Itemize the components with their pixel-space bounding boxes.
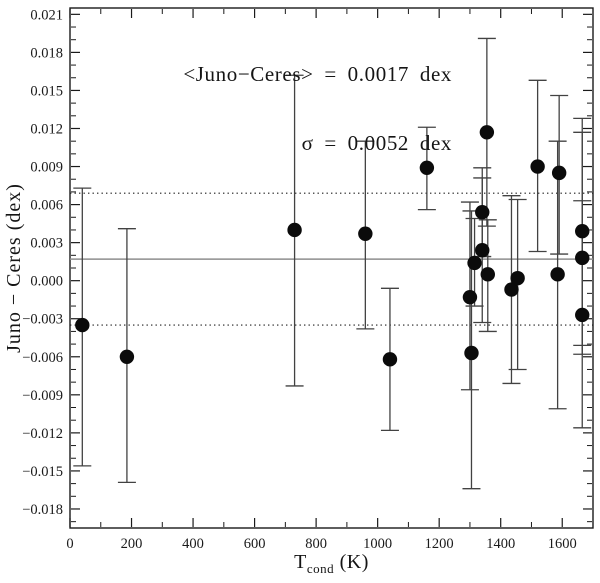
svg-text:600: 600 (244, 536, 266, 552)
svg-text:1200: 1200 (425, 536, 454, 552)
svg-text:0.006: 0.006 (30, 198, 63, 214)
x-axis-label-unit: (K) (334, 551, 369, 573)
svg-text:0: 0 (66, 536, 73, 552)
svg-text:−0.018: −0.018 (22, 502, 63, 518)
svg-text:0.003: 0.003 (30, 236, 63, 252)
svg-text:1400: 1400 (486, 536, 515, 552)
svg-text:−0.003: −0.003 (22, 312, 63, 328)
svg-text:200: 200 (121, 536, 143, 552)
svg-text:0.021: 0.021 (30, 7, 63, 23)
svg-text:0.015: 0.015 (30, 83, 63, 99)
svg-text:0.000: 0.000 (30, 274, 63, 290)
svg-text:−0.012: −0.012 (22, 426, 63, 442)
svg-text:0.012: 0.012 (30, 121, 63, 137)
svg-text:0.018: 0.018 (30, 45, 63, 61)
annotation-sigma-line: σ = 0.0052 dex (301, 131, 452, 155)
x-axis-label-symbol: T (294, 551, 307, 573)
svg-text:800: 800 (305, 536, 327, 552)
annotation-block: <Juno−Ceres> = 0.0017 dex σ = 0.0052 dex (183, 17, 452, 201)
svg-text:−0.006: −0.006 (22, 350, 63, 366)
svg-text:1600: 1600 (548, 536, 577, 552)
svg-text:1000: 1000 (363, 536, 392, 552)
x-axis-label: Tcond (K) (70, 551, 593, 577)
svg-text:400: 400 (182, 536, 204, 552)
x-axis-label-subscript: cond (306, 561, 335, 576)
svg-text:−0.015: −0.015 (22, 464, 63, 480)
svg-text:−0.009: −0.009 (22, 388, 63, 404)
annotation-mean-line: <Juno−Ceres> = 0.0017 dex (183, 62, 452, 86)
svg-text:0.009: 0.009 (30, 160, 63, 176)
y-axis-label: Juno − Ceres (dex) (3, 183, 25, 353)
